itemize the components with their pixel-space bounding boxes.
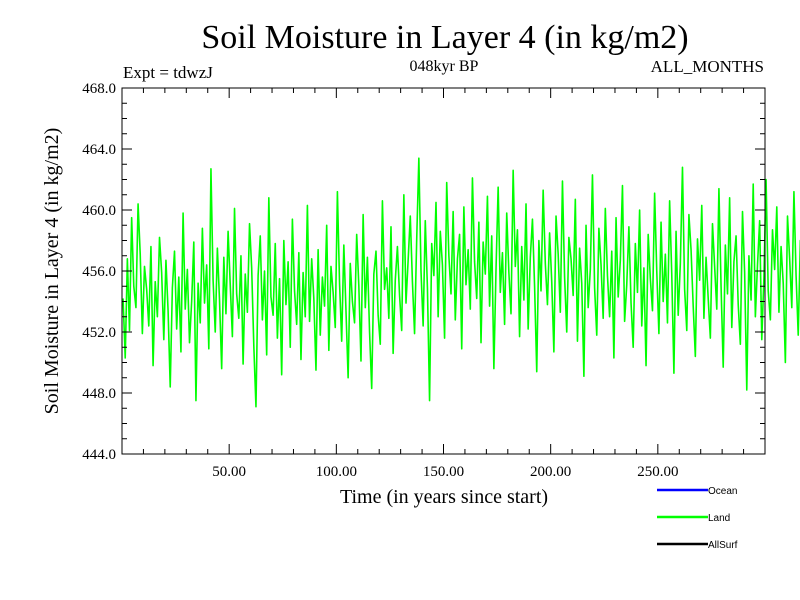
x-axis-label: Time (in years since start) [340,486,548,508]
y-axis: 444.0 448.0 452.0 456.0 460.0 464.0 468.0 [82,81,765,463]
x-tick-label: 100.00 [316,464,357,480]
series-layer [122,157,800,408]
y-tick-label: 448.0 [82,386,116,402]
experiment-label: Expt = tdwzJ [123,63,213,82]
series-line-land [122,157,800,408]
x-axis: 50.00 100.00 150.00 200.00 250.00 [142,88,745,480]
legend: Ocean Land AllSurf [657,486,738,551]
y-tick-label: 452.0 [82,325,116,341]
y-tick-label: 444.0 [82,447,116,463]
x-tick-label: 250.00 [637,464,678,480]
months-label: ALL_MONTHS [651,57,764,76]
y-tick-label: 456.0 [82,264,116,280]
period-label: 048kyr BP [410,58,479,75]
y-tick-label: 468.0 [82,81,116,97]
x-tick-label: 200.00 [530,464,571,480]
legend-label-land: Land [708,513,730,524]
y-tick-label: 464.0 [82,142,116,158]
x-tick-label: 150.00 [423,464,464,480]
y-axis-label: Soil Moisture in Layer 4 (in kg/m2) [41,128,63,415]
y-tick-label: 460.0 [82,203,116,219]
chart-title: Soil Moisture in Layer 4 (in kg/m2) [201,19,688,56]
legend-label-allsurf: AllSurf [708,540,738,551]
x-tick-label: 50.00 [212,464,246,480]
legend-label-ocean: Ocean [708,486,737,497]
